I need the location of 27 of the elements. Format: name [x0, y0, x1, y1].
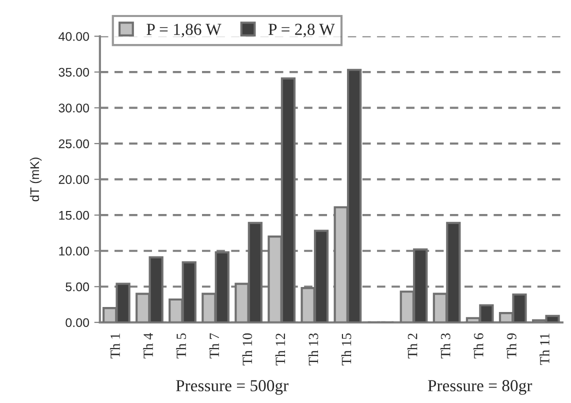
text: Pressure = 80gr: [428, 380, 532, 395]
x-tick-label: Th 12: [275, 334, 285, 366]
text: Pressure = 500gr: [176, 380, 288, 395]
y-tick-label: 5.00: [66, 282, 90, 292]
y-tick-label: 10.00: [59, 246, 90, 256]
x-tick-label: Th 5: [176, 333, 186, 358]
legend-label: P = 1,86 W: [146, 24, 222, 38]
y-tick-label: 40.00: [58, 32, 90, 41]
x-tick-label: Th 13: [308, 333, 318, 366]
x-tick-label: Th 3: [440, 333, 450, 358]
y-tick-label: 15.00: [59, 210, 90, 220]
x-tick-label: Th 2: [407, 334, 418, 358]
y-tick-label: 25.00: [58, 139, 90, 148]
y-axis-title: dT (mK): [30, 158, 42, 202]
x-tick-label: Th 7: [209, 333, 219, 358]
y-tick-label: 0.00: [66, 318, 90, 328]
y-tick-label: 20.00: [58, 175, 90, 184]
x-tick-label: Th 6: [474, 333, 484, 358]
y-tick-label: 35.00: [58, 68, 90, 77]
x-tick-label: Th 10: [242, 333, 252, 366]
x-tick-label: Th 1: [110, 334, 120, 358]
x-tick-label: Th 4: [143, 333, 153, 358]
legend-label: P = 2,8 W: [268, 24, 335, 38]
y-tick-label: 30.00: [58, 104, 90, 112]
x-tick-label: Th 15: [341, 333, 352, 366]
x-tick-label: Th 11: [540, 334, 550, 365]
x-tick-label: Th 9: [506, 333, 516, 358]
